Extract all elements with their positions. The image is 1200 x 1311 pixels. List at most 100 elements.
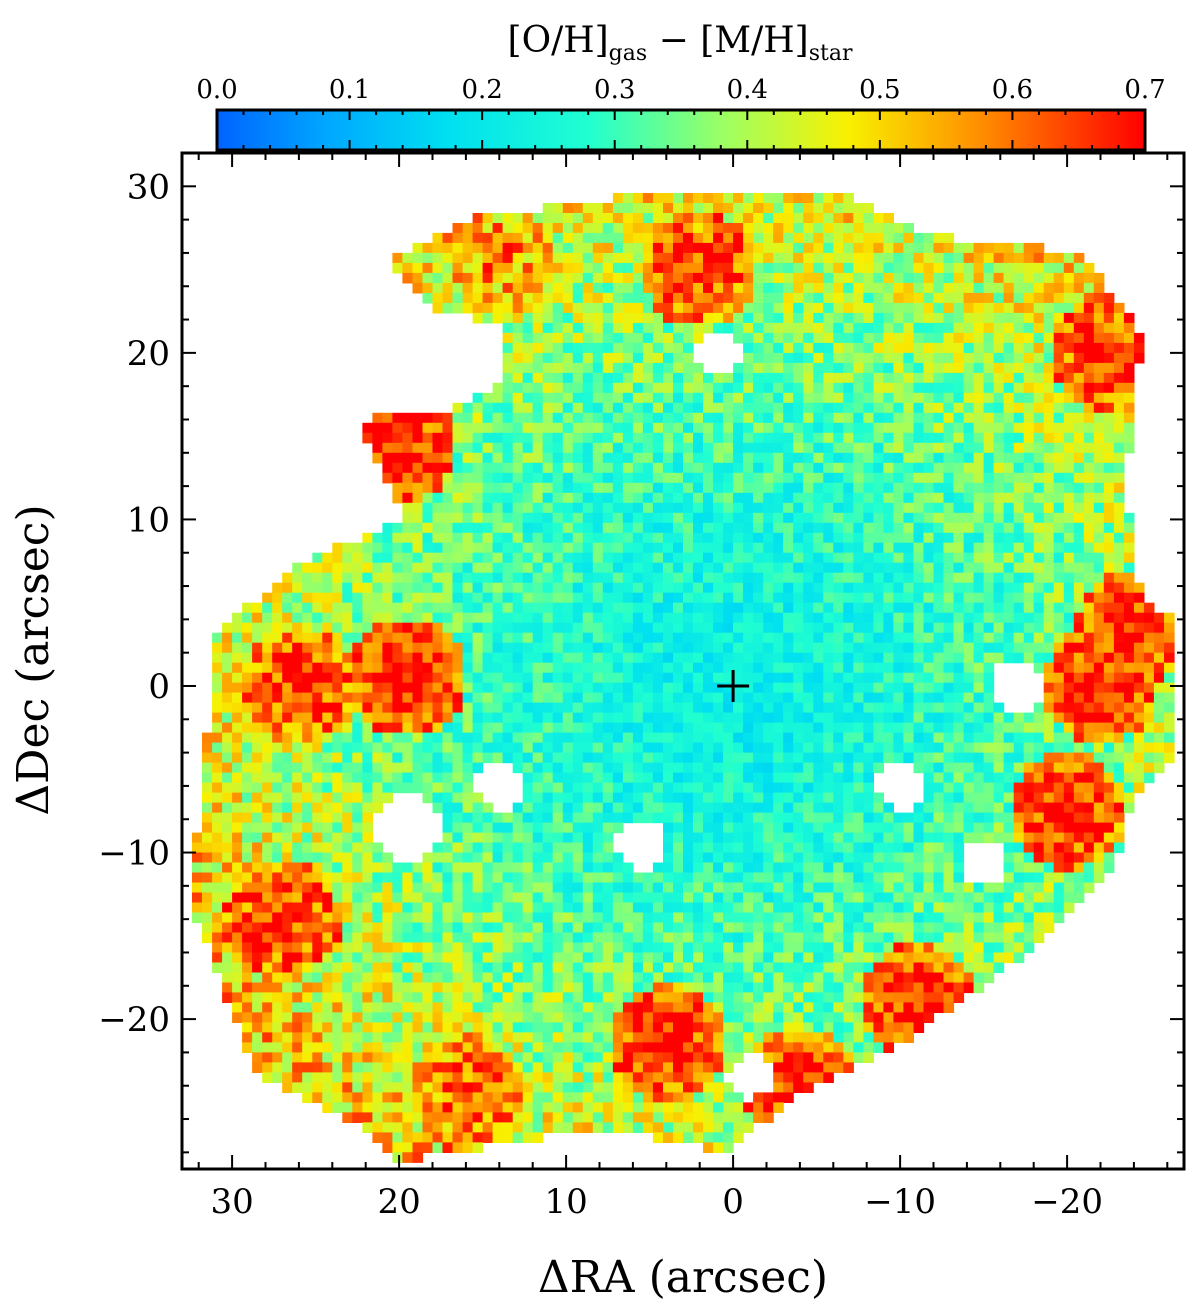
- map-pixel: [853, 532, 864, 544]
- map-pixel: [823, 382, 834, 394]
- map-pixel: [552, 552, 564, 564]
- map-pixel: [1013, 732, 1025, 744]
- map-pixel: [1083, 352, 1095, 364]
- map-pixel: [1093, 742, 1105, 754]
- map-pixel: [1123, 392, 1135, 404]
- map-pixel: [1063, 482, 1075, 494]
- map-pixel: [893, 472, 904, 484]
- map-pixel: [733, 542, 744, 554]
- map-pixel: [622, 252, 634, 264]
- map-pixel: [472, 522, 484, 534]
- map-pixel: [402, 572, 413, 584]
- map-pixel: [743, 702, 754, 714]
- map-pixel: [552, 812, 564, 824]
- map-pixel: [973, 592, 985, 604]
- map-pixel: [462, 492, 474, 504]
- map-pixel: [1113, 642, 1125, 654]
- map-pixel: [1153, 612, 1165, 624]
- map-pixel: [893, 272, 904, 284]
- map-pixel: [642, 752, 654, 764]
- map-pixel: [412, 602, 424, 614]
- map-pixel: [482, 662, 494, 674]
- map-pixel: [943, 462, 955, 474]
- map-pixel: [813, 522, 824, 534]
- map-pixel: [1063, 752, 1075, 764]
- map-pixel: [903, 812, 914, 824]
- map-pixel: [652, 422, 664, 434]
- map-pixel: [512, 322, 524, 334]
- map-pixel: [733, 712, 744, 724]
- colorbar-gradient: [215, 108, 1147, 152]
- map-pixel: [372, 632, 383, 644]
- map-pixel: [883, 622, 894, 634]
- map-pixel: [472, 223, 484, 234]
- map-pixel: [512, 262, 524, 274]
- map-pixel: [973, 332, 985, 344]
- map-pixel: [923, 442, 935, 454]
- map-pixel: [783, 302, 794, 314]
- map-pixel: [873, 572, 884, 584]
- map-pixel: [923, 782, 935, 794]
- map-pixel: [693, 782, 704, 794]
- map-pixel: [502, 272, 514, 284]
- map-pixel: [342, 652, 353, 664]
- map-pixel: [532, 702, 544, 714]
- map-pixel: [993, 652, 1005, 664]
- map-pixel: [843, 712, 854, 724]
- map-pixel: [562, 592, 574, 604]
- map-pixel: [1073, 632, 1085, 644]
- map-pixel: [402, 472, 413, 484]
- map-pixel: [442, 762, 454, 774]
- map-pixel: [462, 512, 474, 524]
- map-pixel: [663, 702, 674, 714]
- map-pixel: [763, 692, 774, 704]
- map-pixel: [843, 482, 854, 494]
- map-pixel: [602, 352, 614, 364]
- map-pixel: [883, 592, 894, 604]
- map-pixel: [783, 193, 794, 204]
- map-pixel: [622, 762, 634, 774]
- map-pixel: [723, 732, 734, 744]
- map-pixel: [763, 822, 774, 834]
- map-pixel: [552, 282, 564, 294]
- map-pixel: [652, 592, 664, 604]
- map-pixel: [1083, 772, 1095, 784]
- map-pixel: [803, 362, 814, 374]
- map-pixel: [1043, 582, 1055, 594]
- map-pixel: [372, 622, 383, 634]
- map-pixel: [612, 502, 624, 514]
- map-pixel: [683, 422, 694, 434]
- map-pixel: [903, 662, 914, 674]
- map-pixel: [612, 362, 624, 374]
- map-pixel: [833, 612, 844, 624]
- map-pixel: [983, 322, 995, 334]
- map-pixel: [983, 632, 995, 644]
- map-pixel: [232, 672, 243, 684]
- map-pixel: [673, 712, 684, 724]
- map-pixel: [1033, 762, 1045, 774]
- map-pixel: [422, 632, 434, 644]
- map-pixel: [993, 362, 1005, 374]
- map-pixel: [292, 832, 303, 844]
- map-pixel: [552, 782, 564, 794]
- map-pixel: [1013, 532, 1025, 544]
- map-pixel: [793, 822, 804, 834]
- map-pixel: [232, 782, 243, 794]
- map-pixel: [622, 802, 634, 814]
- map-pixel: [803, 712, 814, 724]
- map-pixel: [382, 592, 393, 604]
- map-pixel: [1053, 382, 1065, 394]
- map-pixel: [703, 223, 714, 234]
- map-pixel: [292, 612, 303, 624]
- map-pixel: [923, 392, 935, 404]
- map-pixel: [622, 692, 634, 704]
- map-pixel: [572, 512, 584, 524]
- map-pixel: [362, 602, 373, 614]
- map-pixel: [1113, 352, 1125, 364]
- map-pixel: [1013, 432, 1025, 444]
- map-pixel: [963, 792, 975, 804]
- map-pixel: [1003, 412, 1015, 424]
- map-pixel: [853, 812, 864, 824]
- map-pixel: [683, 772, 694, 784]
- map-pixel: [442, 442, 454, 454]
